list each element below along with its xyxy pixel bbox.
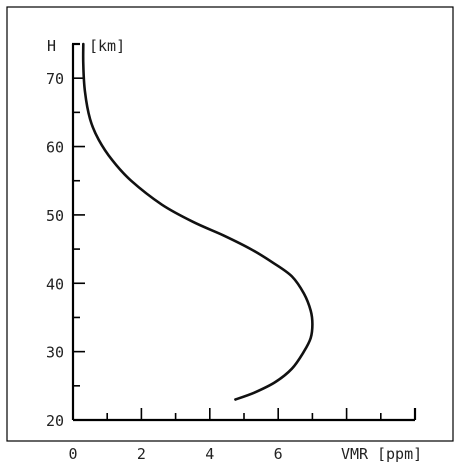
axes: [71, 42, 417, 422]
y-tick-label: 40: [46, 275, 64, 293]
x-axis-label: VMR: [341, 445, 369, 463]
y-tick-label: 50: [46, 207, 64, 225]
chart-frame: [6, 6, 454, 442]
x-tick-label: 4: [205, 445, 214, 463]
y-tick-label: 70: [46, 70, 64, 88]
y-axis-label: H: [47, 37, 56, 55]
series-line-0: [81, 42, 314, 401]
x-tick-label: 6: [274, 445, 283, 463]
tick-labels: 0 2 4 6 20 30 40 50 60 70: [46, 70, 283, 463]
series-layer: [81, 42, 314, 401]
ticks: [73, 77, 382, 420]
y-tick-label: 20: [46, 412, 64, 430]
x-tick-label: 0: [68, 445, 77, 463]
y-tick-label: 30: [46, 344, 64, 362]
y-tick-label: 60: [46, 139, 64, 157]
y-axis-unit: [km]: [89, 37, 125, 55]
x-tick-label: 2: [137, 445, 146, 463]
x-axis-unit: [ppm]: [377, 445, 422, 463]
